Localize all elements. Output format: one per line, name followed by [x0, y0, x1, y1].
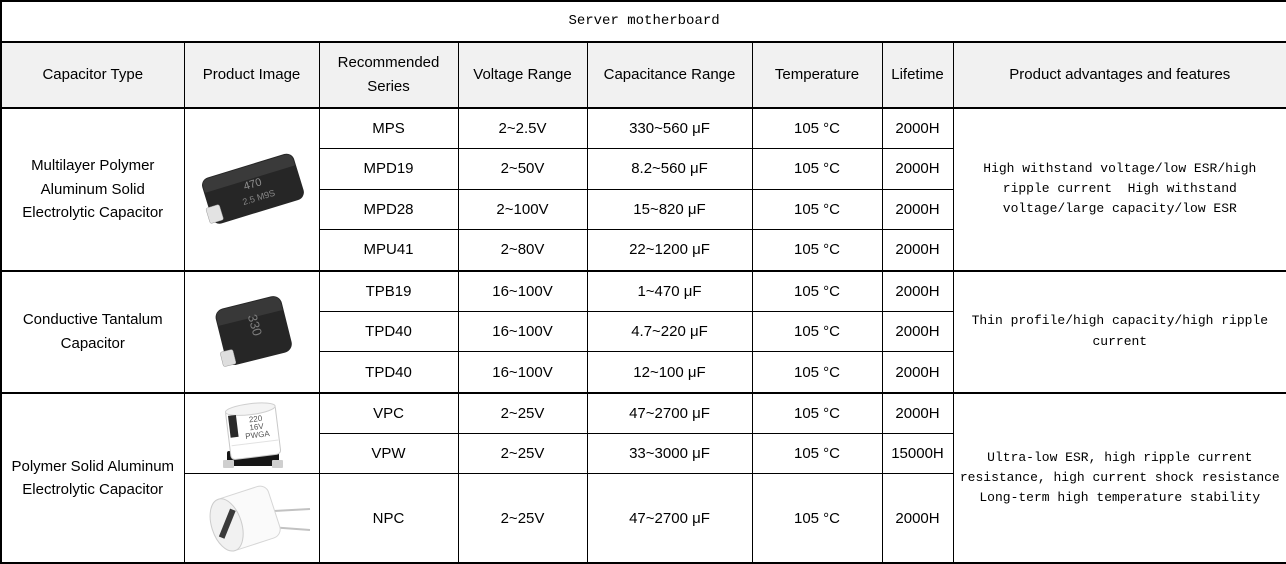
table-row: TPD40 16~100V 4.7~220 μF 105 °C 2000H — [1, 310, 1286, 353]
smd-chip-capacitor-image: 470 2.5 M9S — [201, 153, 304, 224]
table-row: Polymer Solid Aluminum Electrolytic Capa… — [0, 391, 1286, 564]
table-row: Conductive Tantalum Capacitor 330 TPB19 … — [0, 269, 1286, 394]
product-image-cell: 470 2.5 M9S — [183, 107, 320, 272]
product-image-cell — [183, 473, 320, 564]
capacitance-cell: 33~3000 μF — [586, 432, 753, 475]
capacitance-cell: 15~820 μF — [586, 188, 753, 231]
capacitor-type-cell: Polymer Solid Aluminum Electrolytic Capa… — [0, 391, 185, 564]
temperature-cell: 105 °C — [751, 351, 883, 394]
capacitance-cell: 8.2~560 μF — [586, 147, 753, 190]
table-title: Server motherboard — [0, 0, 1286, 43]
lifetime-cell: 2000H — [881, 188, 954, 231]
capacitance-cell: 22~1200 μF — [586, 229, 753, 272]
capacitance-cell: 1~470 μF — [586, 269, 753, 312]
col-header-capacitor-type: Capacitor Type — [0, 41, 185, 109]
capacitance-cell: 12~100 μF — [586, 351, 753, 394]
vchip-marking-line1: 220 — [248, 413, 263, 424]
voltage-cell: 16~100V — [457, 269, 588, 312]
lifetime-cell: 2000H — [881, 269, 954, 312]
features-cell: Thin profile/high capacity/high ripple c… — [952, 269, 1286, 394]
series-cell: VPC — [318, 391, 459, 434]
temperature-cell: 105 °C — [751, 473, 883, 564]
voltage-cell: 2~50V — [457, 147, 588, 190]
lifetime-cell: 2000H — [881, 351, 954, 394]
col-header-product-image: Product Image — [183, 41, 320, 109]
col-header-voltage-range: Voltage Range — [457, 41, 588, 109]
series-cell: TPD40 — [318, 351, 459, 394]
series-cell: MPD19 — [318, 147, 459, 190]
temperature-cell: 105 °C — [751, 391, 883, 434]
series-cell: TPB19 — [318, 269, 459, 312]
series-cell: VPW — [318, 432, 459, 475]
capacitor-type-cell: Conductive Tantalum Capacitor — [0, 269, 185, 394]
lifetime-cell: 2000H — [881, 147, 954, 190]
features-cell: Ultra-low ESR, high ripple current resis… — [952, 391, 1286, 564]
voltage-cell: 2~25V — [457, 473, 588, 564]
col-header-features: Product advantages and features — [952, 41, 1286, 109]
lifetime-cell: 15000H — [881, 432, 954, 475]
chip-marking: 330 — [244, 312, 264, 337]
series-cell: NPC — [318, 473, 459, 564]
capacitance-cell: 47~2700 μF — [586, 391, 753, 434]
col-header-capacitance-range: Capacitance Range — [586, 41, 753, 109]
temperature-cell: 105 °C — [751, 188, 883, 231]
tantalum-chip-capacitor-image: 330 — [215, 295, 292, 367]
radial-capacitor-image — [209, 485, 310, 552]
voltage-cell: 16~100V — [457, 351, 588, 394]
product-image-cell: 220 16V PWGA — [183, 391, 320, 475]
lifetime-cell: 2000H — [881, 310, 954, 353]
temperature-cell: 105 °C — [751, 432, 883, 475]
voltage-cell: 2~25V — [457, 391, 588, 434]
capacitance-cell: 4.7~220 μF — [586, 310, 753, 353]
vchip-marking-line3: PWGA — [244, 428, 270, 440]
lifetime-cell: 2000H — [881, 107, 954, 149]
features-cell: High withstand voltage/low ESR/high ripp… — [952, 107, 1286, 272]
lifetime-cell: 2000H — [881, 473, 954, 564]
table-row: Multilayer Polymer Aluminum Solid Electr… — [0, 107, 1286, 272]
table-row: TPD40 16~100V 12~100 μF 105 °C 2000H — [1, 351, 1286, 394]
series-cell: MPS — [318, 107, 459, 149]
table-row: VPW 2~25V 33~3000 μF 105 °C 15000H — [1, 432, 1286, 475]
temperature-cell: 105 °C — [751, 310, 883, 353]
temperature-cell: 105 °C — [751, 107, 883, 149]
voltage-cell: 2~100V — [457, 188, 588, 231]
col-header-lifetime: Lifetime — [881, 41, 954, 109]
table-row: MPD28 2~100V 15~820 μF 105 °C 2000H — [1, 188, 1286, 231]
lifetime-cell: 2000H — [881, 229, 954, 272]
voltage-cell: 2~2.5V — [457, 107, 588, 149]
table-row: MPD19 2~50V 8.2~560 μF 105 °C 2000H — [1, 147, 1286, 190]
capacitance-cell: 330~560 μF — [586, 107, 753, 149]
temperature-cell: 105 °C — [751, 229, 883, 272]
voltage-cell: 2~25V — [457, 432, 588, 475]
vchip-marking-line2: 16V — [248, 421, 264, 432]
header-row: Capacitor Type Product Image Recommended… — [0, 41, 1286, 109]
voltage-cell: 16~100V — [457, 310, 588, 353]
table-row: MPU41 2~80V 22~1200 μF 105 °C 2000H — [1, 229, 1286, 272]
product-image-cell: 330 — [183, 269, 320, 394]
col-header-temperature: Temperature — [751, 41, 883, 109]
chip-marking-top: 470 — [242, 176, 263, 193]
table-row: NPC 2~25V 47~2700 μF 105 °C 2000H — [1, 473, 1286, 564]
lifetime-cell: 2000H — [881, 391, 954, 434]
capacitance-cell: 47~2700 μF — [586, 473, 753, 564]
series-cell: MPD28 — [318, 188, 459, 231]
series-cell: TPD40 — [318, 310, 459, 353]
capacitor-type-cell: Multilayer Polymer Aluminum Solid Electr… — [0, 107, 185, 272]
col-header-recommended-series: Recommended Series — [318, 41, 459, 109]
temperature-cell: 105 °C — [751, 269, 883, 312]
temperature-cell: 105 °C — [751, 147, 883, 190]
voltage-cell: 2~80V — [457, 229, 588, 272]
vchip-capacitor-image: 220 16V PWGA — [222, 401, 283, 468]
series-cell: MPU41 — [318, 229, 459, 272]
